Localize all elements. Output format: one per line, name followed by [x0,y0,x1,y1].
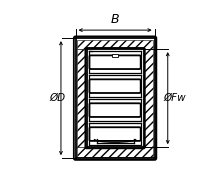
Bar [77,147,153,157]
Text: B: B [111,13,119,26]
Bar [112,54,118,57]
FancyBboxPatch shape [85,48,145,148]
Text: ØFw: ØFw [163,93,186,103]
Bar [77,49,87,147]
FancyBboxPatch shape [89,55,141,69]
FancyBboxPatch shape [89,127,141,141]
FancyBboxPatch shape [74,36,156,160]
FancyBboxPatch shape [89,79,141,93]
Bar [77,40,153,49]
Bar [144,49,153,147]
Text: ØD: ØD [49,93,65,103]
FancyBboxPatch shape [89,103,141,117]
